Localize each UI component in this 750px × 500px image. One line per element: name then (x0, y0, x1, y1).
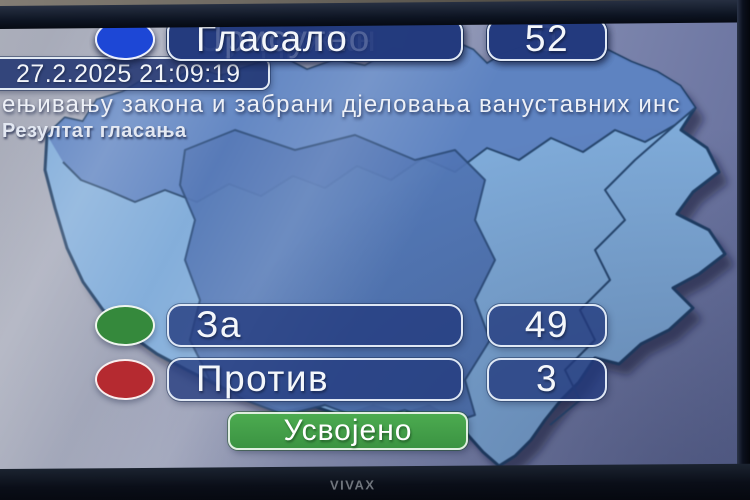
timestamp-box: 27.2.2025 21:09:19 (0, 57, 270, 90)
vote-label: Против (167, 358, 463, 401)
vote-value: 52 (487, 18, 607, 61)
vote-label: За (167, 304, 463, 347)
vote-row-protiv: Против 3 (0, 358, 739, 401)
vote-row-za: За 49 (0, 304, 739, 347)
timestamp: 27.2.2025 21:09:19 (16, 60, 241, 88)
vote-value: 3 (487, 358, 607, 401)
green-dot (95, 305, 155, 346)
agenda-title: ењивању закона и забрани дјеловања ванус… (2, 91, 681, 118)
vivax-logo: VIVAX (329, 477, 376, 493)
result-badge: Усвојено (228, 412, 468, 450)
result-subtitle: Резултат гласања (2, 120, 187, 142)
vote-value: 49 (487, 304, 607, 347)
monitor-bezel-right (737, 0, 750, 500)
monitor-bezel-bottom: VIVAX (0, 463, 750, 500)
screen-content: 27.2.2025 21:09:19 ењивању закона и забр… (0, 18, 739, 472)
voting-screen: 27.2.2025 21:09:19 ењивању закона и забр… (0, 18, 739, 472)
red-dot (95, 359, 155, 400)
